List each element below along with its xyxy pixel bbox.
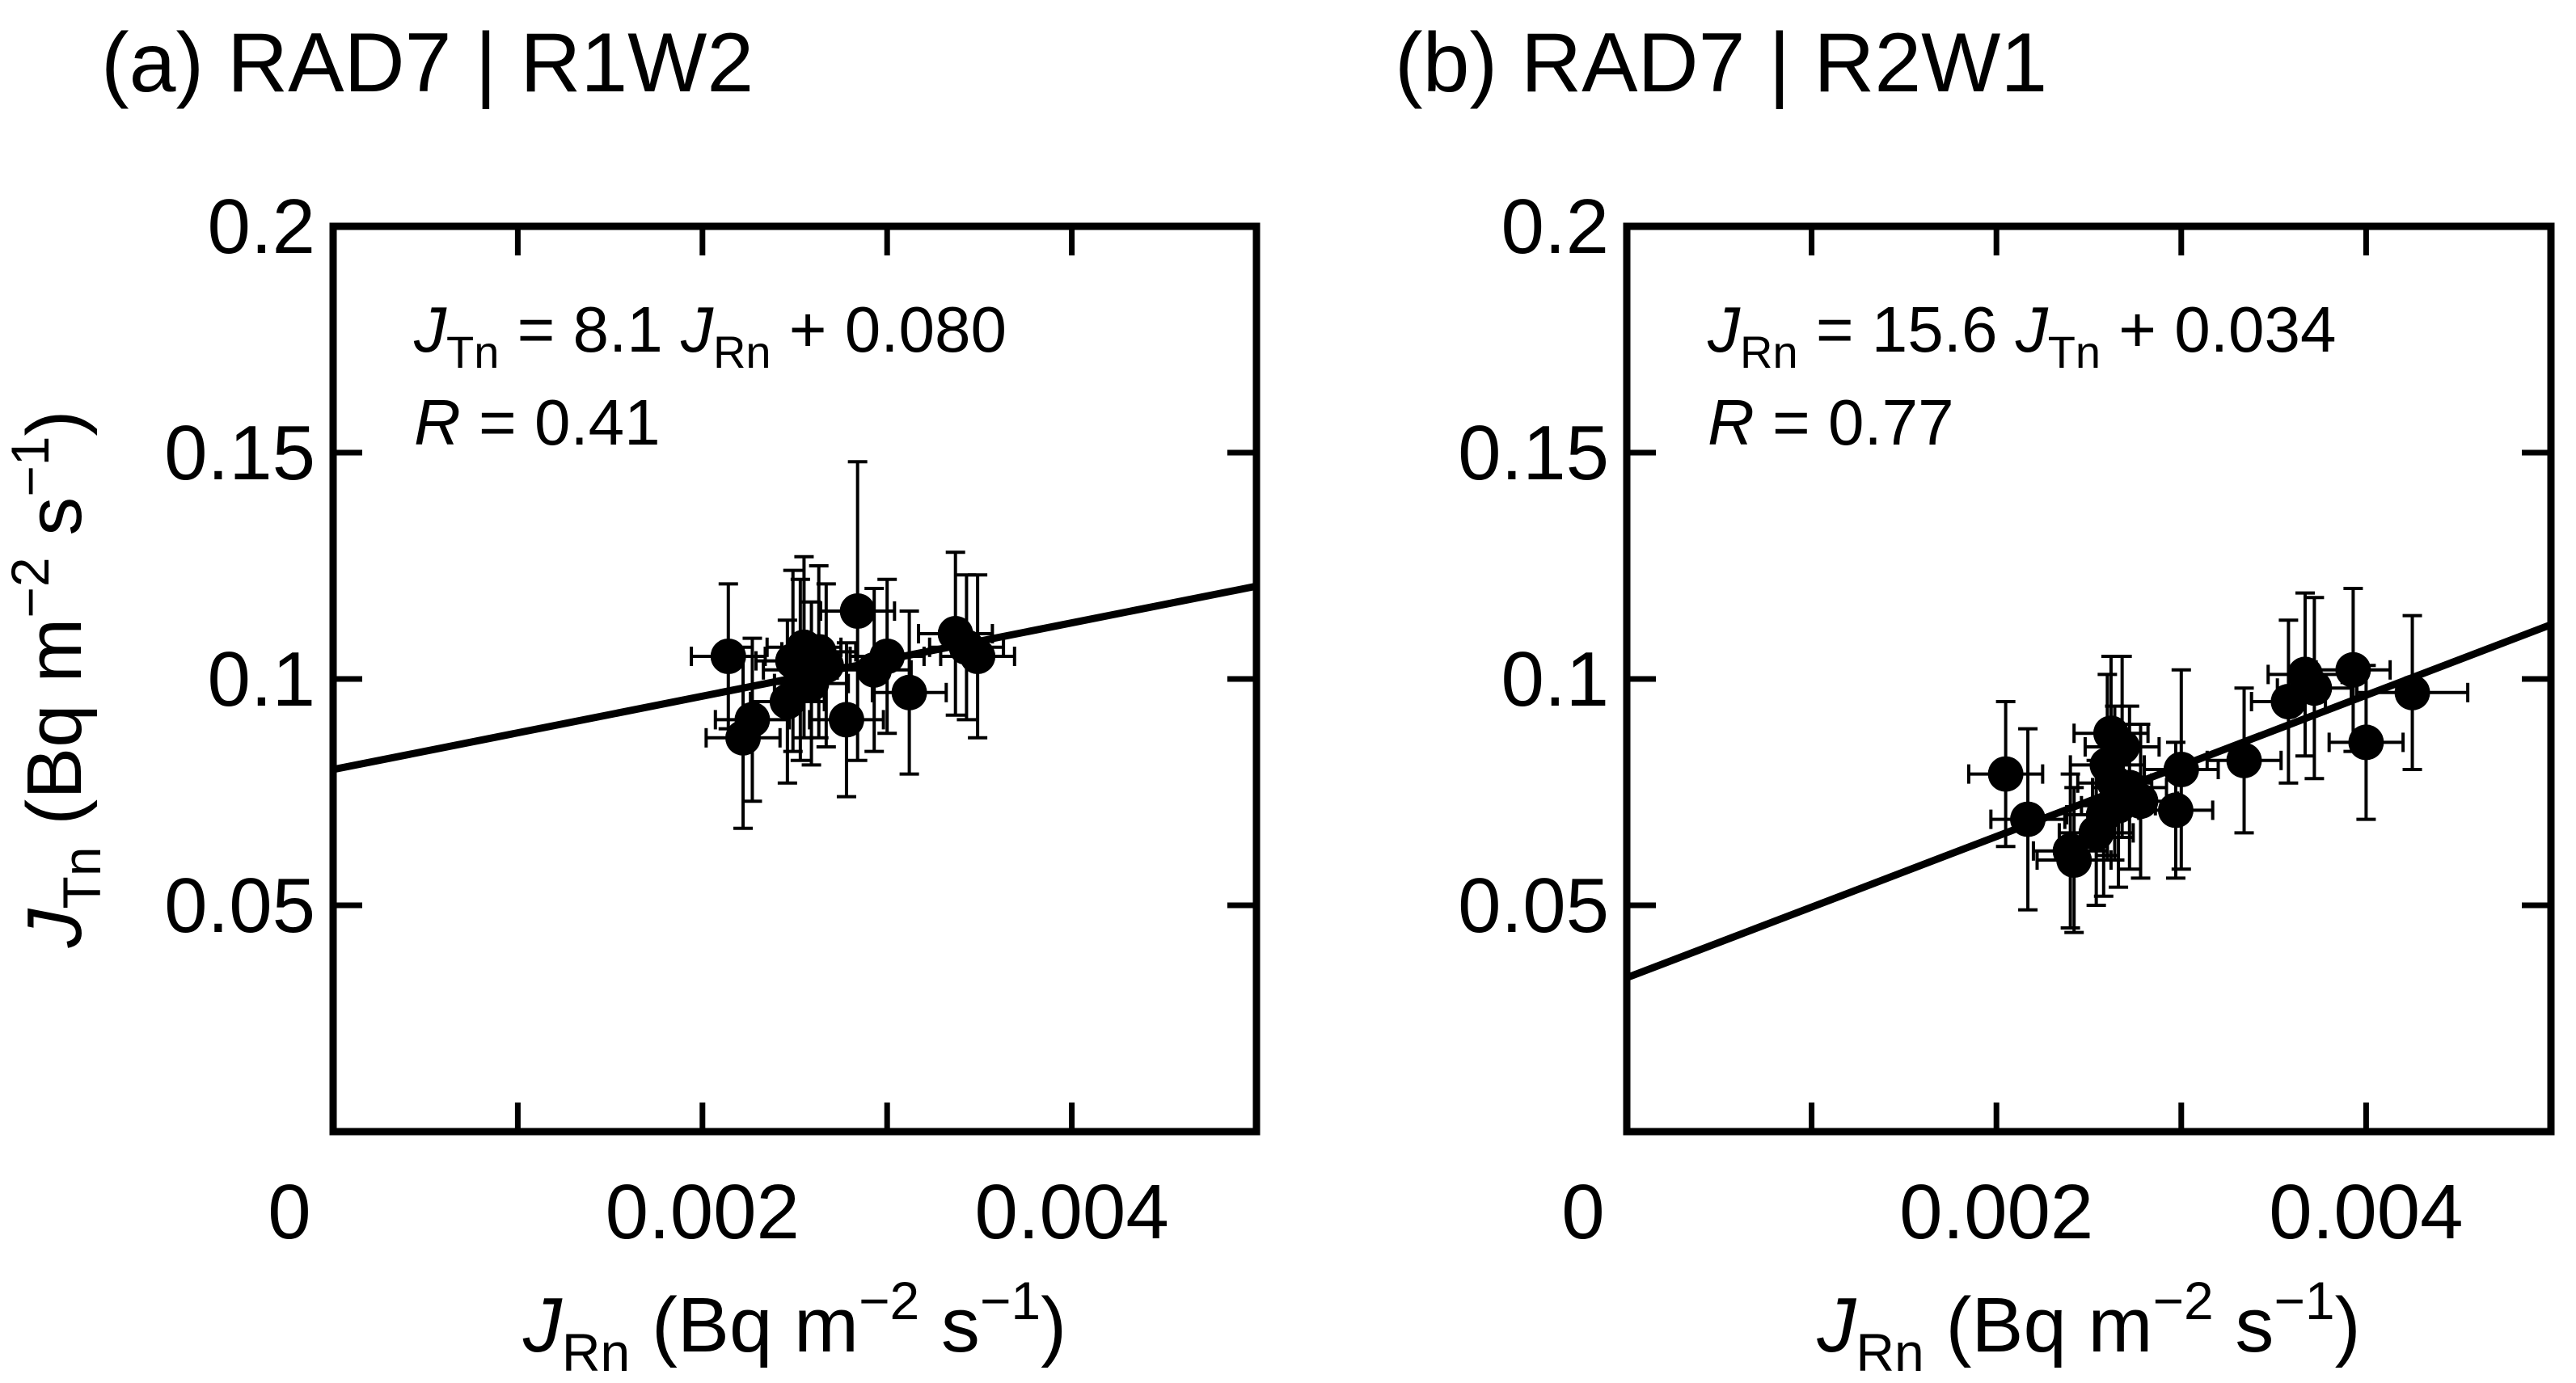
chart-title: (a) RAD7 | R1W2 — [101, 16, 754, 110]
x-tick-label: 0.004 — [974, 1169, 1168, 1255]
regression-equation: JRn = 15.6 JTn + 0.034 — [1707, 293, 2336, 377]
data-marker — [2010, 801, 2046, 837]
data-marker — [891, 674, 927, 710]
x-tick-label: 0.004 — [2269, 1169, 2463, 1255]
data-point-20 — [2314, 587, 2392, 753]
y-tick-label: 0.1 — [1501, 636, 1609, 723]
data-point-4 — [2035, 786, 2113, 934]
data-marker — [2348, 724, 2384, 761]
data-marker — [2157, 792, 2194, 829]
chart-title: (b) RAD7 | R2W1 — [1395, 16, 2047, 110]
data-point-13 — [835, 587, 913, 753]
y-tick-label: 0.05 — [164, 862, 315, 949]
data-point-16 — [2205, 686, 2283, 835]
data-point-22 — [2354, 613, 2470, 771]
x-axis-label: JRn (Bq m−2 s−1) — [522, 1271, 1066, 1382]
data-point-3 — [713, 636, 792, 803]
correlation-coefficient: R = 0.77 — [1708, 386, 1954, 458]
data-marker — [1987, 756, 2024, 792]
y-axis-label: JTn (Bq m−2 s−1) — [0, 411, 112, 949]
chart-panel-b: (b) RAD7 | R2W1 0 0.002 0.004 0.05 0.1 0.15 0.2… — [1395, 16, 2555, 1382]
data-marker — [808, 647, 844, 684]
x-tick-label: 0 — [268, 1169, 310, 1255]
x-tick-label: 0.002 — [606, 1169, 800, 1255]
x-tick-label: 0.002 — [1899, 1169, 2093, 1255]
data-marker — [2335, 651, 2371, 688]
y-tick-label: 0.15 — [164, 410, 315, 496]
x-axis-label: JRn (Bq m−2 s−1) — [1816, 1271, 2360, 1382]
data-marker — [734, 702, 771, 738]
correlation-coefficient: R = 0.41 — [414, 386, 661, 458]
data-marker — [839, 593, 876, 629]
regression-equation: JTn = 8.1 JRn + 0.080 — [413, 293, 1007, 377]
data-point-14 — [848, 577, 926, 736]
data-point-15 — [870, 609, 948, 776]
data-marker — [960, 639, 996, 674]
y-tick-label: 0.15 — [1458, 410, 1609, 496]
x-tick-label: 0 — [1561, 1169, 1604, 1255]
data-point-21 — [2327, 664, 2405, 821]
y-tick-label: 0.05 — [1458, 862, 1609, 949]
data-point-1 — [1966, 700, 2045, 849]
data-marker — [2104, 729, 2140, 765]
data-point-12 — [818, 460, 897, 762]
data-marker — [2056, 842, 2092, 878]
data-marker — [2226, 742, 2262, 778]
chart-panel-a: (a) RAD7 | R1W2 0 0.002 0.004 0.05 0.1 0.15 0.2… — [0, 16, 1261, 1382]
data-marker — [710, 639, 746, 674]
fit-line — [1627, 621, 2551, 981]
y-tick-label: 0.2 — [1501, 183, 1609, 270]
data-marker — [2122, 783, 2159, 820]
data-marker — [869, 639, 906, 674]
data-point-15 — [2143, 668, 2220, 871]
data-marker — [828, 702, 864, 738]
y-tick-label: 0.2 — [208, 183, 315, 270]
data-point-8 — [772, 600, 851, 767]
data-point-2 — [1989, 727, 2067, 912]
y-tick-label: 0.1 — [208, 636, 315, 723]
data-marker — [2163, 752, 2199, 787]
data-marker — [2296, 670, 2333, 706]
data-marker — [2394, 674, 2430, 710]
data-point-18 — [939, 573, 1016, 740]
